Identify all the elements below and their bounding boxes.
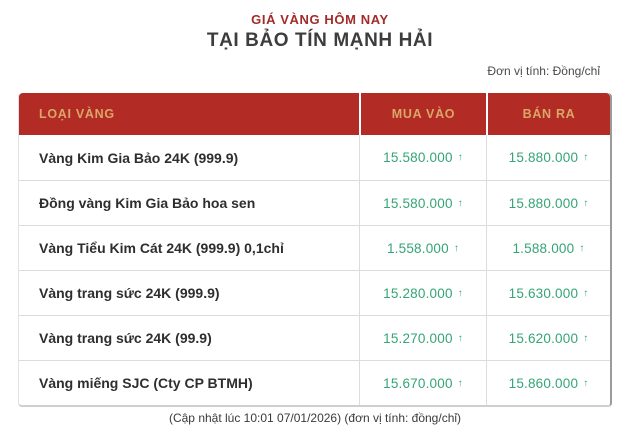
- sell-price: 1.588.000 ↑: [486, 226, 610, 270]
- update-timestamp: (Cập nhật lúc 10:01 07/01/2026) (đơn vị …: [168, 411, 462, 425]
- table-header-row: LOẠI VÀNG MUA VÀO BÁN RA: [19, 93, 610, 135]
- gold-price-table: LOẠI VÀNG MUA VÀO BÁN RA Vàng Kim Gia Bả…: [18, 93, 612, 407]
- table-row: Vàng trang sức 24K (999.9) 15.280.000 ↑ 1…: [19, 270, 610, 315]
- table-row: Đồng vàng Kim Gia Bảo hoa sen 15.580.000…: [19, 180, 610, 225]
- trend-up-icon: ↑: [583, 152, 589, 163]
- trend-up-icon: ↑: [457, 152, 463, 163]
- buy-price: 15.280.000 ↑: [359, 271, 486, 315]
- table-row: Vàng Tiểu Kim Cát 24K (999.9) 0,1chỉ 1.5…: [19, 225, 610, 270]
- column-header-ban-ra: BÁN RA: [486, 93, 610, 135]
- trend-up-icon: ↑: [453, 242, 460, 254]
- buy-price: 15.670.000 ↑: [359, 361, 486, 405]
- table-row: Vàng Kim Gia Bảo 24K (999.9) 15.580.000 ↑…: [19, 135, 610, 180]
- buy-price: 15.580.000 ↑: [359, 135, 486, 180]
- gold-type-label: Vàng Tiểu Kim Cát 24K (999.9) 0,1chỉ: [39, 240, 284, 256]
- sell-price: 15.860.000 ↑: [486, 361, 610, 405]
- trend-up-icon: ↑: [457, 377, 463, 389]
- buy-price: 15.270.000 ↑: [359, 316, 486, 360]
- trend-up-icon: ↑: [583, 377, 589, 389]
- trend-up-icon: ↑: [583, 197, 589, 209]
- column-header-mua-vao: MUA VÀO: [359, 93, 486, 135]
- gold-type-label: Vàng Kim Gia Bảo 24K (999.9): [39, 149, 239, 166]
- sell-price: 15.620.000 ↑: [486, 316, 610, 360]
- trend-up-icon: ↑: [583, 287, 589, 299]
- table-row: Vàng miếng SJC (Cty CP BTMH) 15.670.000 ↑…: [19, 360, 610, 405]
- table-body: Vàng Kim Gia Bảo 24K (999.9) 15.580.000 ↑…: [19, 135, 610, 405]
- trend-up-icon: ↑: [457, 287, 463, 299]
- trend-up-icon: ↑: [457, 197, 463, 209]
- sell-price: 15.880.000 ↑: [486, 135, 610, 180]
- trend-up-icon: ↑: [457, 332, 463, 344]
- page-subtitle: GIÁ VÀNG HÔM NAY: [251, 12, 389, 27]
- buy-price: 15.580.000 ↑: [359, 181, 486, 225]
- table-row: Vàng trang sức 24K (99.9) 15.270.000 ↑ 15…: [19, 315, 610, 360]
- trend-up-icon: ↑: [579, 242, 585, 254]
- unit-note: Đơn vị tính: Đồng/chỉ: [487, 64, 600, 78]
- gold-type-label: Vàng miếng SJC (Cty CP BTMH): [39, 375, 253, 391]
- gold-type-label: Vàng trang sức 24K (999.9): [39, 285, 220, 301]
- trend-up-icon: ↑: [583, 332, 589, 344]
- gold-type-label: Đồng vàng Kim Gia Bảo hoa sen: [39, 195, 256, 211]
- sell-price: 15.880.000 ↑: [486, 181, 610, 225]
- buy-price: 1.558.000 ↑: [359, 226, 486, 270]
- column-header-loai-vang: LOẠI VÀNG: [39, 107, 115, 121]
- gold-type-label: Vàng trang sức 24K (99.9): [39, 330, 212, 346]
- page-title: TẠI BẢO TÍN MẠNH HẢI: [206, 30, 434, 51]
- sell-price: 15.630.000 ↑: [486, 271, 610, 315]
